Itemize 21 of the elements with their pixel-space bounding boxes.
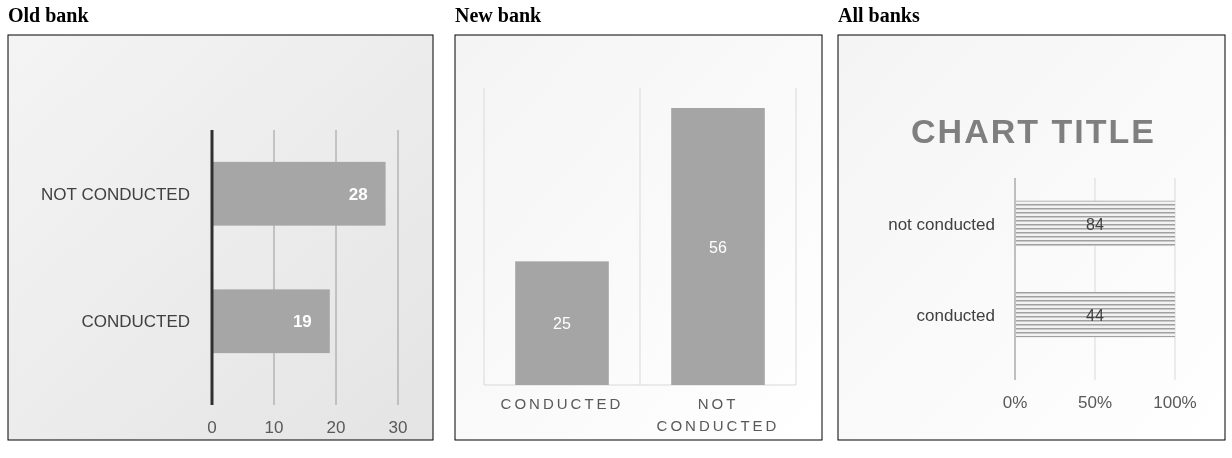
chart-title: New bank (455, 4, 543, 26)
annotation: 44 (1086, 306, 1104, 324)
y-tick-label: conducted (916, 305, 995, 325)
x-tick-label: 0% (1002, 393, 1028, 412)
data-label: 25 (553, 315, 571, 333)
chart-title: All banks (838, 4, 920, 26)
x-tick-label: 30 (388, 418, 408, 437)
x-tick-label: 100% (1153, 393, 1197, 412)
x-tick-label: 50% (1077, 393, 1113, 412)
data-label: 28 (348, 184, 368, 204)
x-tick-label: 20 (326, 418, 346, 437)
y-tick-label: not conducted (888, 214, 995, 234)
x-tick-label: NOT CONDUCTED (656, 395, 780, 434)
text: Old bank (8, 4, 90, 26)
annotation: 84 (1086, 215, 1104, 233)
data-label: 19 (292, 312, 312, 332)
chart-subtitle: CHART TITLE (911, 112, 1156, 150)
data-label: 56 (709, 238, 727, 256)
x-tick-label: CONDUCTED (500, 395, 624, 412)
x-tick-label: 10 (264, 418, 284, 437)
x-tick-label: 0 (207, 418, 217, 437)
